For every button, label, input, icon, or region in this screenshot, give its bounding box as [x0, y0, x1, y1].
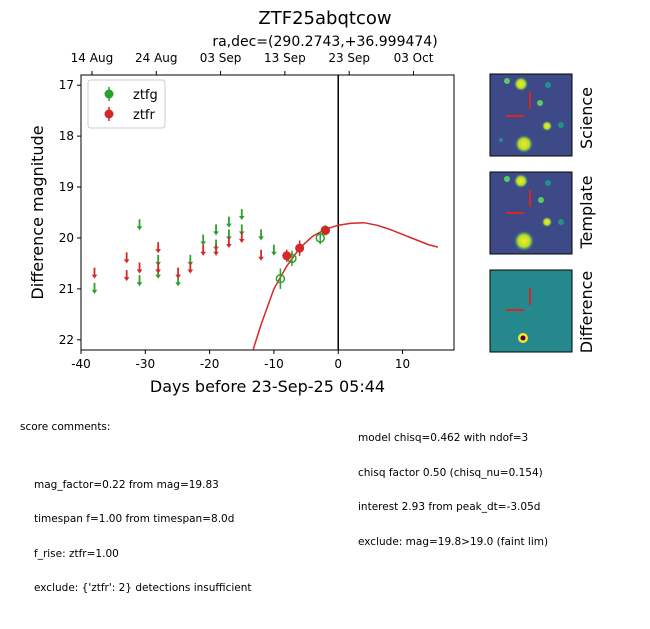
legend-marker — [104, 89, 114, 99]
template-cutout — [489, 171, 573, 255]
score-comments: score comments: mag_factor=0.22 from mag… — [20, 399, 252, 629]
coordinates-subtitle: ra,dec=(290.2743,+36.999474) — [212, 34, 438, 50]
upper-limit-arrowhead — [91, 289, 98, 294]
upper-limit-arrowhead — [200, 251, 206, 256]
upper-limit-arrowhead — [136, 269, 143, 274]
y-axis-label: Difference magnitude — [28, 125, 47, 299]
comment-line: timespan f=1.00 from timespan=8.0d — [34, 513, 235, 525]
top-axis-tick-label: 03 Sep — [200, 51, 242, 65]
comment-line: exclude: {'ztfr': 2} detections insuffic… — [34, 582, 252, 594]
y-tick-label: 18 — [59, 129, 74, 143]
upper-limit-arrowhead — [91, 274, 98, 279]
top-axis-tick-label: 13 Sep — [264, 51, 306, 65]
upper-limit-arrowhead — [200, 241, 206, 246]
upper-limit-arrowhead — [155, 269, 161, 274]
comment-line: chisq factor 0.50 (chisq_nu=0.154) — [358, 466, 543, 479]
lightcurve-chart: -40 -30 -20 -10 0 10 17 18 19 20 21 22 14 Aug 24 Aug 0… — [28, 51, 455, 396]
top-axis-tick-label: 14 Aug — [71, 51, 114, 65]
upper-limit-arrowhead — [258, 236, 264, 241]
model-comments: model chisq=0.462 with ndof=3 chisq fact… — [358, 410, 548, 560]
cutout-label-difference: Difference — [577, 271, 596, 353]
top-axis-tick-label: 24 Aug — [135, 51, 178, 65]
detection-point — [320, 225, 330, 235]
legend-label: ztfg — [133, 88, 158, 103]
y-tick-label: 21 — [59, 282, 74, 296]
upper-limit-arrowhead — [123, 277, 130, 282]
page-title: ZTF25abqtcow — [258, 8, 392, 29]
upper-limit-arrowhead — [238, 216, 245, 221]
x-tick-label: 10 — [395, 357, 410, 371]
top-axis-tick-label: 23 Sep — [328, 51, 370, 65]
comment-line: model chisq=0.462 with ndof=3 — [358, 432, 529, 444]
comment-line: f_rise: ztfr=1.00 — [34, 547, 119, 560]
comment-line: interest 2.93 from peak_dt=-3.05d — [358, 501, 541, 513]
science-cutout — [489, 73, 573, 157]
upper-limit-arrowhead — [238, 238, 245, 243]
x-tick-label: 0 — [334, 357, 342, 371]
x-tick-label: -20 — [200, 357, 220, 371]
upper-limit-arrowhead — [175, 282, 181, 287]
upper-limit-arrowhead — [213, 231, 219, 236]
y-tick-label: 22 — [59, 333, 74, 347]
upper-limit-arrowhead — [213, 251, 219, 256]
upper-limit-arrowhead — [271, 251, 277, 256]
upper-limit-arrowhead — [226, 244, 232, 249]
comment-line: exclude: mag=19.8>19.0 (faint lim) — [358, 535, 549, 548]
legend-label: ztfr — [133, 108, 155, 123]
upper-limit-arrowhead — [136, 282, 143, 287]
y-tick-label: 19 — [59, 180, 74, 194]
x-tick-label: -30 — [136, 357, 156, 371]
upper-limit-arrowhead — [136, 226, 143, 231]
y-tick-label: 17 — [59, 78, 74, 92]
cutout-panel: Science Template Difference — [489, 73, 596, 353]
legend-marker — [104, 109, 114, 119]
x-tick-label: -40 — [71, 357, 91, 371]
plot-frame — [80, 74, 455, 351]
cutout-label-template: Template — [577, 175, 596, 249]
upper-limit-arrowhead — [155, 249, 161, 254]
x-tick-label: -10 — [264, 357, 284, 371]
x-axis-label: Days before 23-Sep-25 05:44 — [150, 377, 385, 396]
upper-limit-arrowhead — [155, 274, 161, 279]
difference-cutout — [489, 269, 573, 353]
upper-limit-arrowhead — [123, 259, 130, 264]
detection-point — [315, 233, 325, 243]
detection-point — [275, 273, 286, 284]
detection-point — [282, 251, 292, 261]
upper-limit-arrowhead — [187, 269, 194, 274]
detection-point — [295, 243, 305, 253]
upper-limit-arrowhead — [175, 274, 181, 279]
cutout-label-science: Science — [577, 87, 596, 149]
top-axis-tick-label: 03 Oct — [394, 51, 434, 65]
comment-line: mag_factor=0.22 from mag=19.83 — [34, 478, 219, 491]
y-tick-label: 20 — [59, 231, 74, 245]
score-comments-heading: score comments: — [20, 421, 111, 433]
upper-limit-arrowhead — [258, 256, 264, 261]
upper-limit-arrowhead — [226, 223, 232, 228]
